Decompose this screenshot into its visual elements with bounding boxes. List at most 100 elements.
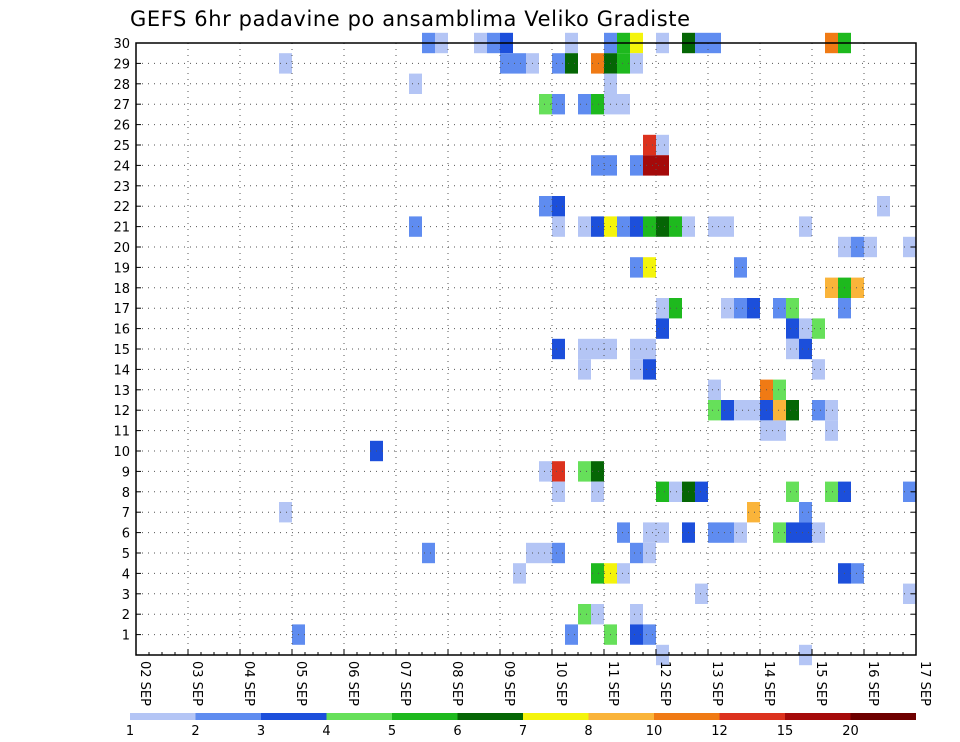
heatmap-cell xyxy=(851,563,864,584)
heatmap-cell xyxy=(799,338,812,360)
heatmap-cell xyxy=(786,481,799,502)
colorbar-label: 2 xyxy=(191,724,199,739)
y-tick-label: 19 xyxy=(113,261,130,276)
heatmap-cell xyxy=(708,216,721,237)
x-tick-label: 05 SEP xyxy=(293,661,308,706)
y-tick-label: 21 xyxy=(113,221,130,236)
heatmap-cell xyxy=(708,522,721,543)
heatmap-cell xyxy=(552,94,565,115)
heatmap-cell xyxy=(409,73,422,94)
colorbar-swatch xyxy=(850,713,916,720)
y-tick-label: 3 xyxy=(122,588,130,603)
heatmap-cell xyxy=(695,583,708,604)
colorbar-swatch xyxy=(261,713,327,720)
x-tick-label: 07 SEP xyxy=(397,661,412,706)
heatmap-cell xyxy=(786,400,799,421)
heatmap-cell xyxy=(578,216,591,237)
heatmap-cell xyxy=(539,461,552,482)
heatmap-cell xyxy=(630,604,643,625)
heatmap-cell xyxy=(630,624,643,645)
heatmap-cell xyxy=(578,461,591,482)
heatmap-cell xyxy=(786,298,799,319)
heatmap-cell xyxy=(617,563,630,584)
heatmap-cell xyxy=(708,379,721,400)
y-tick-label: 16 xyxy=(113,323,130,338)
colorbar-swatch xyxy=(785,713,851,720)
heatmap-cell xyxy=(786,338,799,360)
heatmap-cell xyxy=(656,318,669,339)
heatmap-cell xyxy=(617,53,630,74)
y-tick-label: 12 xyxy=(113,404,130,419)
heatmap-cell xyxy=(734,257,747,278)
y-tick-label: 29 xyxy=(113,57,130,72)
heatmap-cell xyxy=(708,400,721,421)
y-tick-label: 26 xyxy=(113,119,130,134)
x-tick-label: 08 SEP xyxy=(449,661,464,706)
heatmap-cell xyxy=(656,155,669,176)
colorbar-swatch xyxy=(719,713,785,720)
heatmap-cell xyxy=(552,338,565,360)
heatmap-cell xyxy=(773,420,786,441)
colorbar-swatch xyxy=(588,713,654,720)
heatmap-cell xyxy=(279,502,292,523)
heatmap-cell xyxy=(812,400,825,421)
heatmap-cell xyxy=(539,196,552,217)
colorbar-label: 15 xyxy=(777,724,794,739)
heatmap-cell xyxy=(630,257,643,278)
heatmap-cell xyxy=(591,338,604,360)
x-tick-label: 13 SEP xyxy=(709,661,724,706)
x-tick-label: 15 SEP xyxy=(813,661,828,706)
colorbar-swatch xyxy=(654,713,720,720)
x-tick-label: 12 SEP xyxy=(657,661,672,706)
y-tick-label: 30 xyxy=(113,37,130,52)
heatmap-cell xyxy=(552,196,565,217)
heatmap-cell xyxy=(721,522,734,543)
heatmap-cell xyxy=(630,338,643,360)
heatmap-cell xyxy=(773,522,786,543)
heatmap-cell xyxy=(578,359,591,380)
heatmap-cell xyxy=(552,542,565,564)
colorbar-label: 8 xyxy=(584,724,592,739)
heatmap-cell xyxy=(552,481,565,502)
heatmap-cell xyxy=(656,216,669,237)
y-tick-label: 1 xyxy=(122,629,130,644)
heatmap-cell xyxy=(799,502,812,523)
heatmap-cell xyxy=(643,624,656,645)
heatmap-cell xyxy=(513,563,526,584)
x-tick-label: 10 SEP xyxy=(553,661,568,706)
heatmap-cell xyxy=(279,53,292,74)
y-tick-label: 10 xyxy=(113,445,130,460)
heatmap-cell xyxy=(656,481,669,502)
heatmap-cell xyxy=(721,298,734,319)
y-tick-label: 15 xyxy=(113,343,130,358)
heatmap-cell xyxy=(591,461,604,482)
heatmap-cell xyxy=(825,277,838,298)
x-tick-label: 09 SEP xyxy=(501,661,516,706)
colorbar-label: 3 xyxy=(257,724,265,739)
heatmap-cell xyxy=(513,53,526,74)
heatmap-cell xyxy=(643,216,656,237)
heatmap-cell xyxy=(877,196,890,217)
colorbar-label: 12 xyxy=(711,724,728,739)
heatmap-cell xyxy=(695,481,708,502)
heatmap-cell xyxy=(565,53,578,74)
heatmap-cell xyxy=(851,277,864,298)
colorbar-swatch xyxy=(523,713,589,720)
colorbar-label: 4 xyxy=(322,724,330,739)
heatmap-cell xyxy=(591,216,604,237)
heatmap-cell xyxy=(734,400,747,421)
heatmap-cell xyxy=(773,400,786,421)
heatmap-cell xyxy=(669,298,682,319)
x-tick-label: 03 SEP xyxy=(189,661,204,706)
colorbar-swatch xyxy=(195,713,261,720)
plot-area: 1234567891011121314151617181920212223242… xyxy=(113,32,932,706)
y-tick-label: 8 xyxy=(122,486,130,501)
y-tick-label: 24 xyxy=(113,159,130,174)
heatmap-cell xyxy=(734,298,747,319)
y-tick-label: 14 xyxy=(113,363,130,378)
heatmap-cell xyxy=(799,522,812,543)
colorbar-swatch xyxy=(326,713,392,720)
colorbar-label: 5 xyxy=(388,724,396,739)
y-tick-label: 28 xyxy=(113,78,130,93)
heatmap-cell xyxy=(825,420,838,441)
